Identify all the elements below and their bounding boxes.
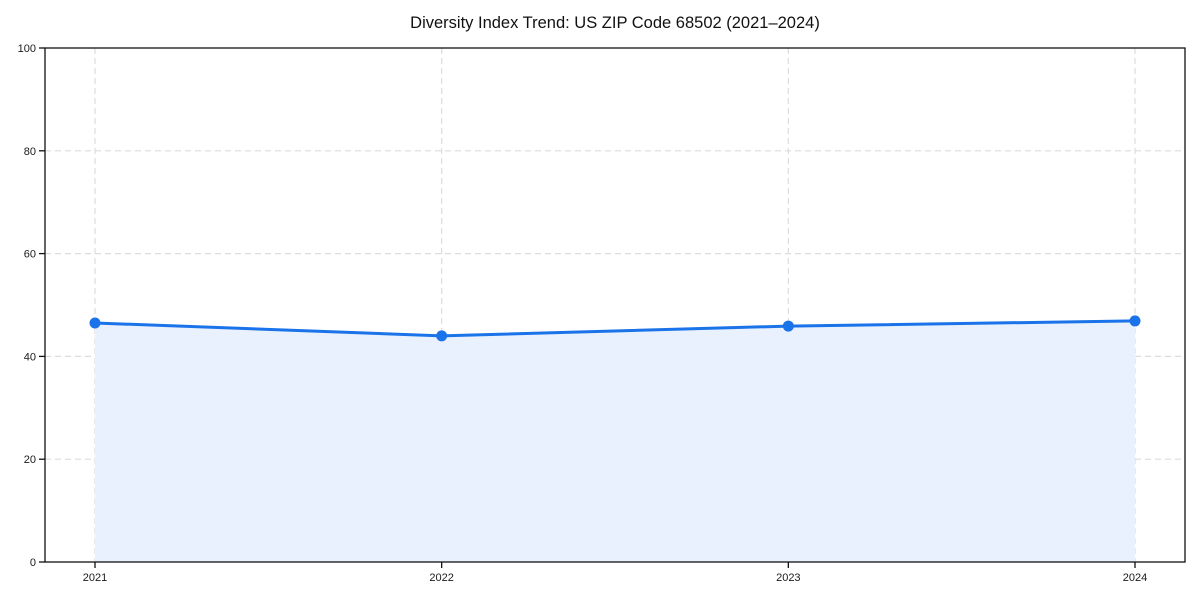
x-tick-label: 2024 (1123, 572, 1147, 584)
area-fill (95, 320, 1135, 562)
trend-line (93, 319, 1137, 338)
chart-title: Diversity Index Trend: US ZIP Code 68502… (410, 14, 820, 32)
data-point (1129, 315, 1141, 327)
x-tick-label: 2022 (429, 572, 453, 584)
data-point (782, 320, 794, 332)
x-tick-label: 2021 (83, 572, 107, 584)
data-point (89, 317, 101, 329)
data-point (436, 330, 448, 342)
x-tick-label: 2023 (776, 572, 800, 584)
y-tick-label: 60 (24, 249, 36, 261)
y-tick-label: 0 (30, 557, 36, 569)
y-tick-label: 100 (18, 43, 36, 55)
y-tick-label: 80 (24, 146, 36, 158)
plot-border (44, 47, 1186, 563)
y-tick-label: 20 (24, 454, 36, 466)
y-tick-label: 40 (24, 351, 36, 363)
